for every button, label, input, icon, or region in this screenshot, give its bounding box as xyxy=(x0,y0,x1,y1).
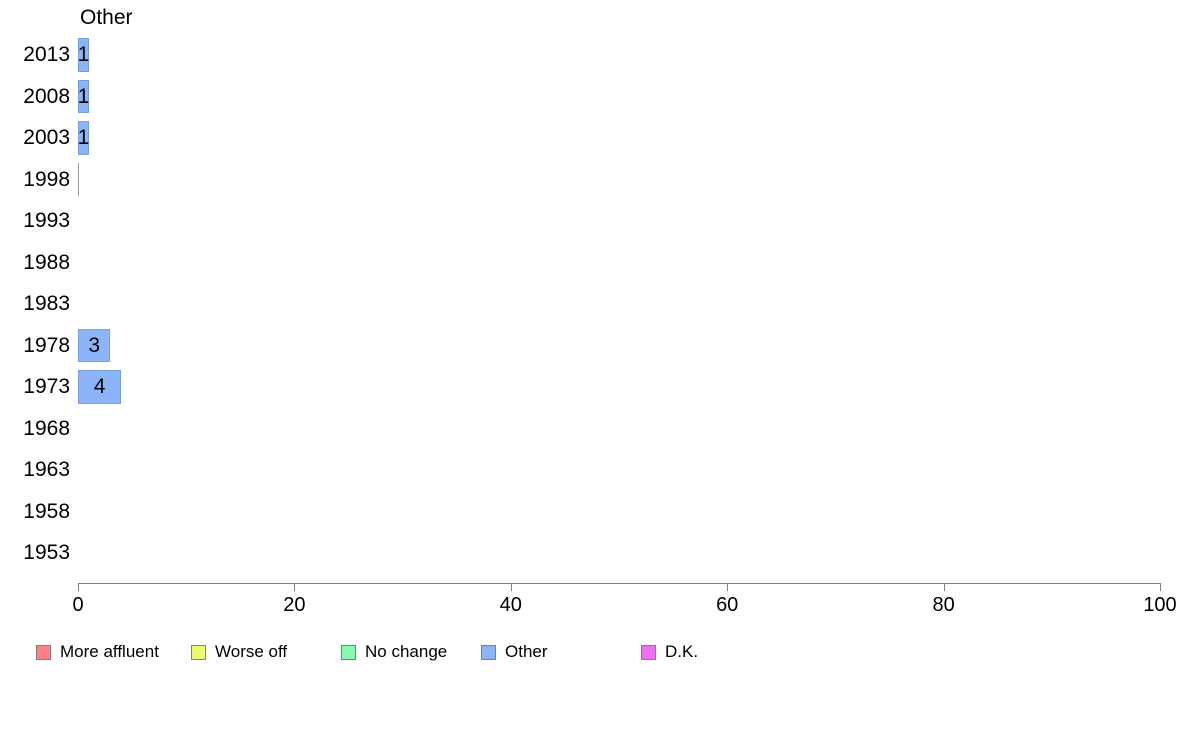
y-axis-tick-label: 1973 xyxy=(23,375,70,398)
chart-row: 2003 1 xyxy=(23,117,1160,159)
y-axis-tick-label: 2013 xyxy=(23,43,70,66)
plot-area: 2013 1 2008 1 2003 1 1998 1993 1988 1983 1978 3 1973… xyxy=(23,34,1160,583)
legend-swatch-icon xyxy=(641,644,656,660)
bar-container: 1 xyxy=(78,38,89,72)
x-axis-tick xyxy=(510,583,512,591)
bar[interactable]: 1 xyxy=(78,38,89,72)
legend-label: D.K. xyxy=(665,642,699,661)
bar[interactable] xyxy=(78,162,79,196)
y-axis-tick-label: 2003 xyxy=(23,126,70,149)
chart-row: 2008 1 xyxy=(23,76,1160,118)
bar[interactable]: 3 xyxy=(78,328,111,362)
x-axis-tick xyxy=(727,583,729,591)
y-axis-tick-label: 1958 xyxy=(23,499,70,523)
bar[interactable]: 1 xyxy=(77,79,90,113)
bar-value-label: 1 xyxy=(77,84,90,108)
x-axis-tick-label: 0 xyxy=(72,594,84,616)
bar-value-label: 4 xyxy=(93,375,106,399)
y-axis-tick-label: 1963 xyxy=(23,458,70,481)
chart-row: 2013 1 xyxy=(23,34,1160,76)
x-axis-tick-label: 60 xyxy=(716,594,739,616)
bar-container: 3 xyxy=(78,328,111,362)
chart-row: 1978 3 xyxy=(23,325,1160,367)
chart-row: 1983 xyxy=(23,283,1160,325)
x-axis-tick xyxy=(943,583,945,591)
bar[interactable]: 4 xyxy=(78,370,122,404)
bar-value-label: 1 xyxy=(77,126,90,150)
x-axis-tick-label: 20 xyxy=(283,594,306,616)
bar-container: 1 xyxy=(78,121,89,155)
bar-value-label: 1 xyxy=(77,43,90,67)
x-axis-tick-label: 80 xyxy=(932,594,955,616)
legend-item[interactable]: No change xyxy=(341,642,447,662)
legend-item[interactable]: More affluent xyxy=(36,642,159,662)
y-axis-tick-label: 1968 xyxy=(23,416,70,440)
y-axis-tick-label: 1998 xyxy=(23,167,70,191)
y-axis-tick-label: 1993 xyxy=(23,209,70,232)
y-axis-tick-label: 1953 xyxy=(23,541,70,564)
legend-item[interactable]: Worse off xyxy=(191,642,287,662)
legend-item[interactable]: D.K. xyxy=(641,642,698,662)
chart-row: 1963 xyxy=(23,449,1160,491)
chart-row: 1988 xyxy=(23,242,1160,284)
chart-row: 1958 xyxy=(23,491,1160,533)
chart-row: 1953 xyxy=(23,532,1160,574)
x-axis-tick-label: 100 xyxy=(1143,594,1177,616)
legend-label: Worse off xyxy=(215,642,288,661)
legend-swatch-icon xyxy=(36,644,51,660)
legend-swatch-icon xyxy=(341,644,356,660)
y-axis-tick-label: 1978 xyxy=(23,333,70,357)
y-axis-tick-label: 1983 xyxy=(23,292,70,315)
chart-row: 1973 4 xyxy=(23,366,1160,408)
chart-title: Other xyxy=(80,6,133,29)
y-axis-tick-label: 2008 xyxy=(23,84,70,108)
bar-container xyxy=(78,162,79,196)
legend-swatch-icon xyxy=(191,644,206,660)
x-axis: 0 20 40 60 80 100 xyxy=(72,583,1177,616)
legend-swatch-icon xyxy=(481,644,496,660)
x-axis-tick xyxy=(1160,583,1161,591)
x-axis-tick-label: 40 xyxy=(499,594,522,616)
legend-label: More affluent xyxy=(60,642,159,661)
bar-container: 4 xyxy=(78,370,122,404)
legend-label: Other xyxy=(505,642,548,661)
bar[interactable]: 1 xyxy=(78,121,89,155)
y-axis-tick-label: 1988 xyxy=(23,250,70,274)
bar-value-label: 3 xyxy=(88,333,101,357)
x-axis-tick xyxy=(78,583,79,591)
legend-item[interactable]: Other xyxy=(481,642,548,662)
legend-label: No change xyxy=(365,642,448,661)
x-axis-tick xyxy=(294,583,296,591)
chart-row: 1993 xyxy=(23,200,1160,242)
chart-row: 1998 xyxy=(23,159,1160,201)
chart-row: 1968 xyxy=(23,408,1160,450)
bar-container: 1 xyxy=(77,79,90,113)
